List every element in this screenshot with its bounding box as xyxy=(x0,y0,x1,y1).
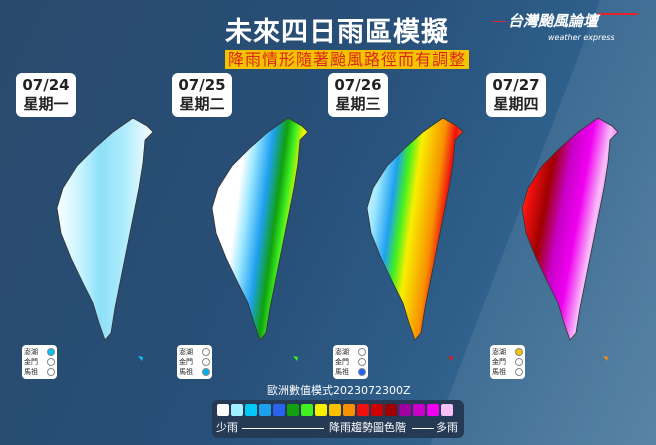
rain-level-dot xyxy=(358,368,366,376)
date-card-day-4: 07/27 星期四 xyxy=(486,73,546,117)
legend-swatch xyxy=(385,404,397,416)
rain-level-dot xyxy=(47,358,55,366)
weekday: 星期三 xyxy=(335,95,381,113)
orchid-island xyxy=(138,356,143,361)
legend-high: 多雨 xyxy=(436,421,458,434)
island-row: 金門 xyxy=(24,357,55,367)
color-legend: 少雨 降雨趨勢圖色階 多雨 xyxy=(212,400,464,438)
island-row: 馬祖 xyxy=(24,367,55,377)
orchid-island xyxy=(293,356,298,361)
island-name: 澎湖 xyxy=(179,348,193,356)
island-name: 澎湖 xyxy=(335,348,349,356)
island-name: 金門 xyxy=(179,358,193,366)
rain-level-dot xyxy=(202,348,210,356)
date: 07/26 xyxy=(334,76,382,94)
island-name: 澎湖 xyxy=(24,348,38,356)
rain-level-dot xyxy=(515,348,523,356)
logo: 台灣颱風論壇 weather express xyxy=(492,12,643,46)
rain-level-dot xyxy=(202,368,210,376)
island-name: 馬祖 xyxy=(24,368,38,376)
date-card-day-2: 07/25 星期二 xyxy=(172,73,232,117)
rain-level-dot xyxy=(515,368,523,376)
rain-level-dot xyxy=(47,348,55,356)
island-name: 馬祖 xyxy=(492,368,506,376)
island-row: 馬祖 xyxy=(492,367,523,377)
map-day-1 xyxy=(56,117,154,341)
island-name: 馬祖 xyxy=(179,368,193,376)
legend-swatch xyxy=(441,404,453,416)
outlying-islands-day-3: 澎湖 金門 馬祖 xyxy=(333,345,368,379)
logo-name: 台灣颱風論壇 xyxy=(508,12,599,30)
arrow-left-icon xyxy=(242,428,324,429)
legend-swatch xyxy=(343,404,355,416)
legend-swatch xyxy=(301,404,313,416)
outlying-islands-day-2: 澎湖 金門 馬祖 xyxy=(177,345,212,379)
legend-swatches xyxy=(217,404,453,416)
logo-tagline: weather express xyxy=(548,33,615,42)
legend-swatch xyxy=(287,404,299,416)
legend-swatch xyxy=(217,404,229,416)
island-name: 金門 xyxy=(335,358,349,366)
outlying-islands-day-4: 澎湖 金門 馬祖 xyxy=(490,345,525,379)
orchid-island xyxy=(603,356,608,361)
island-row: 澎湖 xyxy=(492,347,523,357)
island-row: 金門 xyxy=(335,357,366,367)
legend-label: 降雨趨勢圖色階 xyxy=(329,421,406,434)
legend-swatch xyxy=(371,404,383,416)
legend-swatch xyxy=(315,404,327,416)
orchid-island xyxy=(448,356,453,361)
date-card-day-1: 07/24 星期一 xyxy=(16,73,76,117)
weekday: 星期二 xyxy=(179,95,225,113)
island-row: 金門 xyxy=(179,357,210,367)
island-name: 澎湖 xyxy=(492,348,506,356)
legend-swatch xyxy=(357,404,369,416)
date: 07/27 xyxy=(492,76,540,94)
legend-low: 少雨 xyxy=(216,421,238,434)
island-name: 馬祖 xyxy=(335,368,349,376)
date: 07/24 xyxy=(22,76,70,94)
island-row: 澎湖 xyxy=(335,347,366,357)
island-row: 馬祖 xyxy=(179,367,210,377)
map-day-4 xyxy=(521,117,619,341)
legend-swatch xyxy=(413,404,425,416)
map-day-2 xyxy=(211,117,309,341)
page-title: 未來四日雨區模擬 xyxy=(225,17,449,48)
weekday: 星期一 xyxy=(23,95,69,113)
model-label: 歐洲數值模式2023072300Z xyxy=(267,384,411,397)
island-row: 馬祖 xyxy=(335,367,366,377)
island-name: 金門 xyxy=(492,358,506,366)
date-card-day-3: 07/26 星期三 xyxy=(328,73,388,117)
legend-swatch xyxy=(399,404,411,416)
weekday: 星期四 xyxy=(493,95,539,113)
rain-level-dot xyxy=(358,348,366,356)
legend-swatch xyxy=(329,404,341,416)
island-name: 金門 xyxy=(24,358,38,366)
legend-swatch xyxy=(231,404,243,416)
legend-swatch xyxy=(273,404,285,416)
legend-swatch xyxy=(245,404,257,416)
legend-swatch xyxy=(259,404,271,416)
island-row: 澎湖 xyxy=(24,347,55,357)
outlying-islands-day-1: 澎湖 金門 馬祖 xyxy=(22,345,57,379)
page-subtitle: 降雨情形隨著颱風路徑而有調整 xyxy=(225,50,470,69)
legend-swatch xyxy=(427,404,439,416)
rain-level-dot xyxy=(47,368,55,376)
island-row: 澎湖 xyxy=(179,347,210,357)
rain-level-dot xyxy=(515,358,523,366)
rain-level-dot xyxy=(358,358,366,366)
island-row: 金門 xyxy=(492,357,523,367)
map-day-3 xyxy=(366,117,464,341)
date: 07/25 xyxy=(178,76,226,94)
arrow-right-icon xyxy=(412,428,434,429)
rain-level-dot xyxy=(202,358,210,366)
